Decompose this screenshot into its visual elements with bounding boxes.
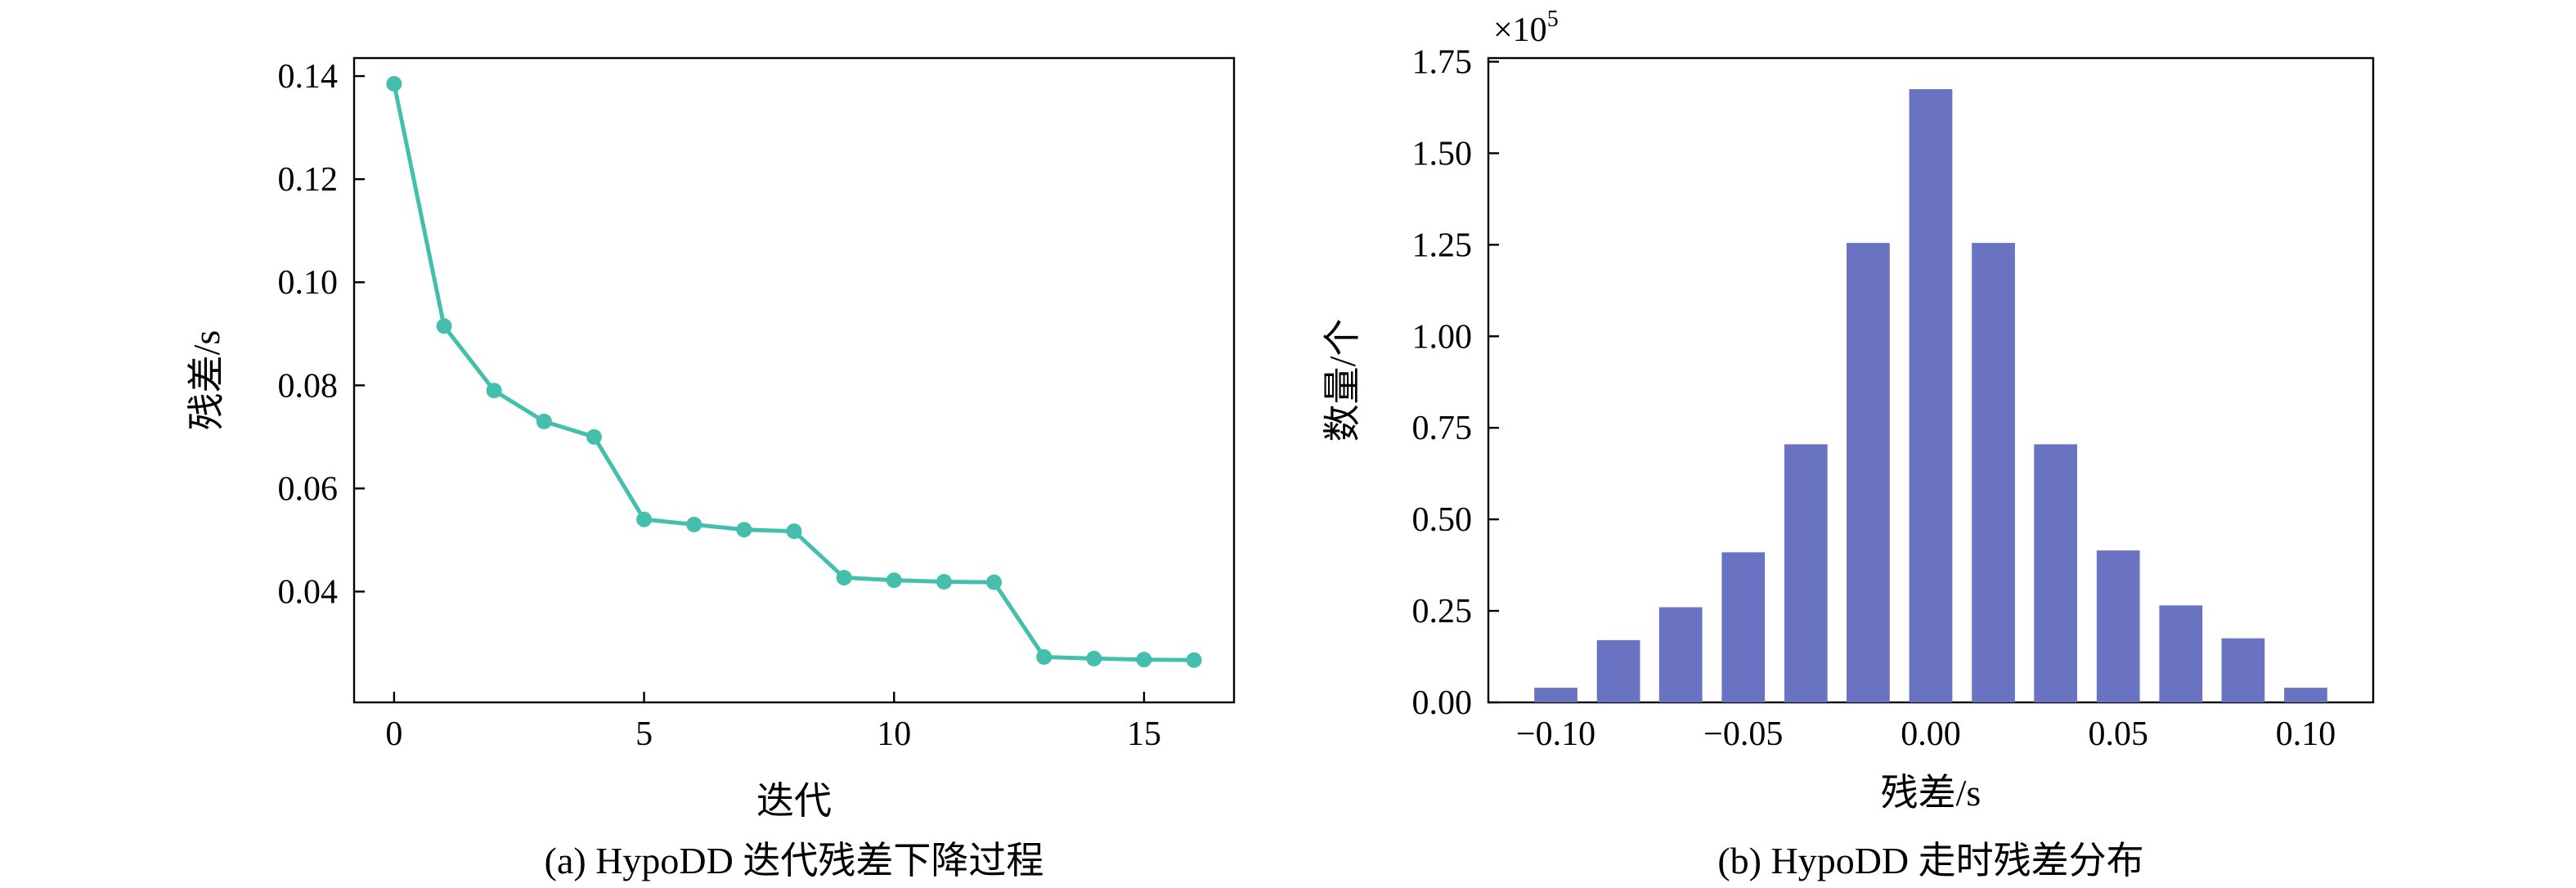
panel-a-y-tick-label: 0.04 <box>278 573 339 611</box>
panel-b-y-tick-label: 0.50 <box>1412 501 1473 539</box>
data-point <box>1086 650 1102 666</box>
panel-b-y-multiplier-exponent: 5 <box>1547 7 1559 32</box>
panel-b-y-multiplier-base: ×10 <box>1493 11 1547 49</box>
data-point <box>386 76 402 92</box>
panel-a-y-axis-title: 残差/s <box>186 330 227 431</box>
data-point <box>836 569 852 585</box>
data-point <box>436 318 452 334</box>
panel-a-x-axis-title: 迭代 <box>756 780 832 822</box>
panel-a-y-tick-label: 0.12 <box>278 161 339 199</box>
panel-a-y-tick-label: 0.08 <box>278 367 339 405</box>
histogram-bar <box>1596 639 1640 702</box>
histogram-bar <box>1721 552 1766 702</box>
panel-b-x-tick-label: 0.00 <box>1901 715 1961 753</box>
panel-b-x-tick-label: −0.10 <box>1516 715 1595 753</box>
panel-a-x-tick-label: 10 <box>877 715 911 753</box>
histogram-bar <box>1784 444 1828 702</box>
histogram-bar <box>1972 243 2015 702</box>
panel-a-plot-frame <box>352 56 1236 704</box>
data-point <box>886 572 902 589</box>
panel-b-y-tick-label: 0.75 <box>1412 410 1473 447</box>
panel-a-y-tick-label: 0.14 <box>278 58 339 96</box>
panel-b-y-tick-label: 0.00 <box>1412 684 1473 722</box>
panel-a-x-tick-label: 0 <box>385 715 402 753</box>
panel-a-line-chart: 0 5 10 15 0.04 0.06 0.08 0.10 0.12 0.14 迭代 残差/s (… <box>186 56 1236 881</box>
data-point <box>1036 649 1052 666</box>
panel-b-caption: (b) HypoDD 走时残差分布 <box>1717 840 2143 881</box>
data-point <box>786 523 802 540</box>
panel-b-y-tick-label: 1.00 <box>1412 318 1473 356</box>
panel-b-x-axis-title: 残差/s <box>1881 772 1981 814</box>
data-point <box>1136 652 1152 668</box>
histogram-bar <box>1909 89 1953 702</box>
panel-b-y-tick-label: 0.25 <box>1412 593 1473 630</box>
panel-b-y-tick-label: 1.50 <box>1412 135 1473 173</box>
panel-a-series <box>386 76 1202 668</box>
panel-a-y-tick-label: 0.06 <box>278 470 339 508</box>
panel-b-bar-chart: −0.10 −0.05 0.00 0.05 0.10 0.00 0.25 0.50 0.75 1.… <box>1322 7 2375 881</box>
histogram-bar <box>2221 638 2265 702</box>
histogram-bar <box>2284 688 2327 702</box>
data-point <box>686 517 702 533</box>
data-point <box>586 428 602 445</box>
histogram-bar <box>2159 605 2203 702</box>
data-point <box>486 383 502 399</box>
histogram-bar <box>1847 243 1890 702</box>
panel-b-x-tick-label: 0.05 <box>2088 715 2148 753</box>
panel-a-caption: (a) HypoDD 迭代残差下降过程 <box>545 840 1044 881</box>
data-point <box>636 511 653 527</box>
panel-b-x-tick-label: 0.10 <box>2276 715 2336 753</box>
histogram-bar <box>2034 444 2078 702</box>
panel-b-y-multiplier: ×105 <box>1493 7 1559 49</box>
panel-a-ticks: 0 5 10 15 0.04 0.06 0.08 0.10 0.12 0.14 <box>278 58 1161 753</box>
panel-b-y-tick-label: 1.75 <box>1412 43 1473 81</box>
histogram-bar <box>1534 688 1577 702</box>
panel-b-y-tick-label: 1.25 <box>1412 226 1473 264</box>
data-point <box>936 573 952 590</box>
panel-a-x-tick-label: 15 <box>1127 715 1161 753</box>
data-point <box>736 522 752 538</box>
data-point <box>986 574 1003 590</box>
panel-b-series <box>1534 89 2327 702</box>
panel-a-y-tick-label: 0.10 <box>278 264 339 302</box>
histogram-bar <box>1658 607 1703 702</box>
panel-b-x-tick-label: −0.05 <box>1703 715 1783 753</box>
residual-line <box>392 83 1195 662</box>
data-point <box>536 413 552 429</box>
panel-a-x-tick-label: 5 <box>635 715 653 753</box>
panel-b-y-axis-title: 数量/个 <box>1322 319 1363 442</box>
data-point <box>1186 652 1202 668</box>
histogram-bar <box>2096 550 2140 702</box>
panel-b-ticks: −0.10 −0.05 0.00 0.05 0.10 0.00 0.25 0.50 0.75 1.… <box>1412 43 2336 753</box>
